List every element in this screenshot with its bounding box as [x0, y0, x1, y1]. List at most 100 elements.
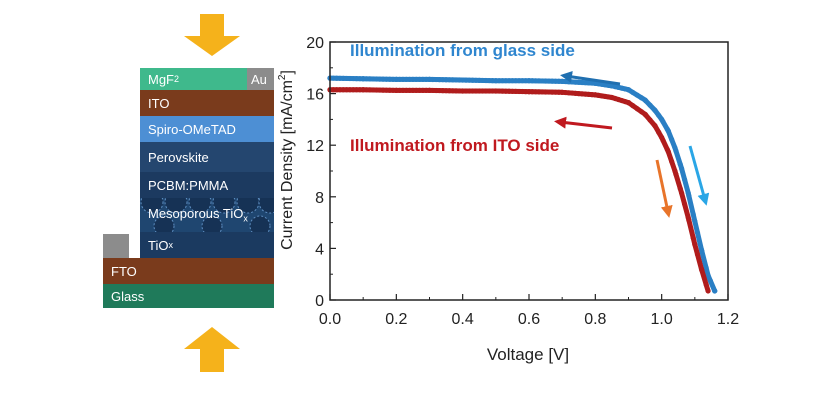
x-tick-label: 0.8 [584, 311, 606, 328]
data-point [678, 190, 685, 196]
layer-spiro: Spiro-OMeTAD [140, 116, 274, 142]
scan-marker [651, 107, 657, 113]
scan-marker [669, 136, 675, 142]
x-tick-label: 1.2 [717, 311, 739, 328]
layer-fto: FTO [103, 258, 274, 284]
y-axis-label-end: ] [279, 70, 296, 74]
scan-marker [625, 87, 632, 93]
y-tick-label: 20 [306, 35, 324, 52]
annotation-glass-side: Illumination from glass side [350, 41, 575, 60]
mesoporous-particles [140, 198, 274, 232]
scan-marker [699, 267, 705, 273]
data-point [705, 288, 711, 294]
x-tick-label: 0.0 [319, 311, 341, 328]
scan-marker [651, 122, 657, 128]
layer-ito: ITO [140, 90, 274, 116]
device-arrows [184, 14, 240, 372]
y-axis-label-main: Current Density [mA/cm [279, 80, 296, 250]
x-tick-label: 0.4 [452, 311, 474, 328]
scan-marker [690, 211, 696, 217]
scan-marker [707, 278, 714, 284]
layer-spiro-label: Spiro-OMeTAD [148, 121, 236, 137]
scan-marker [647, 102, 653, 108]
scan-marker [669, 158, 675, 164]
scan-marker [673, 148, 679, 154]
direction-arrow-icon [655, 159, 673, 218]
scan-marker [634, 106, 640, 112]
layer-au-label: Au [251, 71, 267, 87]
layer-perovskite: Perovskite [140, 142, 274, 172]
data-point [705, 272, 711, 279]
scan-marker [660, 137, 666, 143]
scan-marker [703, 265, 709, 271]
x-tick-label: 0.2 [385, 311, 407, 328]
x-tick-label: 0.6 [518, 311, 540, 328]
y-tick-label: 8 [315, 190, 324, 207]
scan-marker [681, 201, 688, 207]
data-point [678, 165, 685, 172]
scan-marker [643, 98, 649, 104]
scan-marker [677, 185, 683, 192]
y-tick-label: 16 [306, 87, 324, 104]
series-1 [327, 87, 711, 294]
scan-marker [712, 288, 718, 294]
scan-marker [686, 217, 692, 223]
scan-marker [694, 251, 701, 257]
y-tick-label: 0 [315, 293, 324, 310]
layer-tiox-text: TiO [148, 237, 169, 253]
tick-layer: 0.0 0.2 0.4 0.6 0.8 1.0 1.2 0 4 8 12 16 20 [306, 35, 739, 328]
layer-glass-label: Glass [111, 288, 145, 304]
layer-mgf2-subscript: 2 [174, 74, 180, 84]
layer-mgf2-label: MgF [148, 71, 174, 87]
layer-tiox: TiO x [140, 232, 274, 258]
scan-marker [673, 171, 679, 177]
layer-fto-label: FTO [111, 263, 137, 279]
data-point [692, 241, 698, 248]
scan-marker [638, 95, 645, 101]
layer-tiox-subscript: x [168, 240, 173, 250]
layer-ito-label: ITO [148, 95, 170, 111]
annotation-ito-side: Illumination from ITO side [350, 136, 559, 155]
layer-au: Au [247, 68, 274, 90]
scan-marker [703, 281, 709, 287]
y-tick-label: 4 [315, 241, 324, 258]
scan-marker [634, 92, 640, 98]
direction-arrow-icon [560, 70, 621, 86]
scan-marker [630, 89, 636, 96]
layer-glass: Glass [103, 284, 274, 308]
scan-marker [660, 119, 666, 125]
layer-meso-label: Mesoporous TiOx [148, 206, 248, 224]
scan-marker [690, 235, 696, 241]
y-axis-label-sup: 2 [277, 74, 288, 80]
layer-mesoporous: Mesoporous TiOx [140, 198, 274, 232]
series-layer [327, 75, 718, 294]
series-0 [327, 75, 718, 294]
scan-marker [699, 248, 705, 254]
data-point [692, 218, 698, 224]
scan-marker [677, 161, 683, 167]
layer-meso-text: Mesoporous TiO [148, 206, 244, 222]
side-contact [103, 234, 129, 258]
scan-marker [694, 230, 701, 236]
layer-meso-subscript: x [243, 213, 248, 224]
layer-perovskite-label: Perovskite [148, 149, 209, 165]
layer-pcbm: PCBM:PMMA [140, 172, 274, 198]
layer-mgf2: MgF 2 [140, 68, 247, 90]
direction-arrow-icon [554, 116, 613, 130]
scan-marker [664, 146, 670, 153]
scan-marker [643, 112, 649, 118]
x-tick-label: 1.0 [651, 311, 673, 328]
scan-marker [664, 126, 670, 132]
y-axis-label: Current Density [mA/cm2] [277, 70, 296, 250]
scan-marker [656, 129, 662, 135]
layer-pcbm-label: PCBM:PMMA [148, 177, 229, 193]
scan-marker [656, 112, 662, 118]
scan-marker [638, 109, 645, 115]
scan-marker [625, 100, 632, 106]
scan-marker [630, 103, 636, 109]
x-axis-label: Voltage [V] [487, 345, 569, 364]
bottom-light-arrow-icon [184, 327, 240, 372]
scan-marker [647, 117, 653, 123]
y-tick-label: 12 [306, 138, 324, 155]
